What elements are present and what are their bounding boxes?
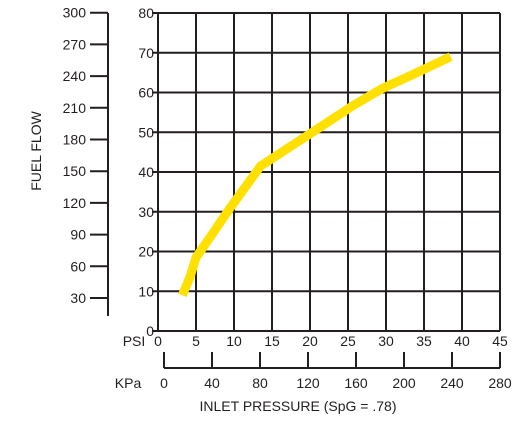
x-tick-label: 20: [302, 333, 318, 349]
x-tick-label: 15: [264, 333, 280, 349]
y-axis-title: FUEL FLOW: [28, 110, 44, 190]
y-tick-label: 0: [146, 323, 154, 339]
y-axis: 0 10 20 30 40 50 60 70 80: [138, 5, 158, 339]
left-axis-tick-label: 150: [63, 163, 87, 179]
kpa-tick-label: 80: [252, 375, 268, 391]
kpa-tick-label: 280: [488, 375, 512, 391]
y-tick-label: 20: [138, 244, 154, 260]
x-tick-label: 35: [416, 333, 432, 349]
kpa-tick-label: 200: [392, 375, 416, 391]
series-layer: [178, 52, 453, 297]
y-tick-label: 60: [138, 85, 154, 101]
y-tick-label: 30: [138, 204, 154, 220]
x-tick-label: 10: [226, 333, 242, 349]
x-tick-label: 45: [492, 333, 508, 349]
left-axis-tick-label: 210: [63, 100, 87, 116]
left-axis-tick-label: 180: [63, 132, 87, 148]
x-tick-label: 40: [454, 333, 470, 349]
fuel-flow-curve: [178, 52, 453, 297]
y-tick-label: 80: [138, 5, 154, 21]
y-tick-label: 70: [138, 45, 154, 61]
x-tick-label: 0: [154, 333, 162, 349]
x-tick-label: 25: [340, 333, 356, 349]
x-tick-label: 30: [378, 333, 394, 349]
left-axis-tick-label: 90: [70, 227, 86, 243]
kpa-tick-label: 240: [440, 375, 464, 391]
left-axis-tick-label: 300: [63, 5, 87, 21]
x-axis-unit-kpa: KPa: [115, 375, 142, 391]
kpa-tick-label: 120: [296, 375, 320, 391]
left-axis-tick-label: 270: [63, 36, 87, 52]
left-axis-tick-label: 30: [70, 290, 86, 306]
left-axis-tick-label: 120: [63, 195, 87, 211]
x-axis-kpa: 0 40 80 120 160 200 240 280 KPa: [115, 352, 512, 391]
left-axis-tick-label: 60: [70, 258, 86, 274]
y-tick-label: 50: [138, 124, 154, 140]
x-tick-label: 5: [192, 333, 200, 349]
grid: [157, 12, 501, 332]
left-axis-tick-label: 240: [63, 68, 87, 84]
x-axis-title: INLET PRESSURE (SpG = .78): [200, 398, 397, 414]
kpa-tick-label: 40: [204, 375, 220, 391]
kpa-tick-label: 160: [344, 375, 368, 391]
kpa-tick-label: 0: [160, 375, 168, 391]
x-axis-unit-psi: PSI: [123, 333, 146, 349]
y-tick-label: 10: [138, 283, 154, 299]
x-axis-psi: PSI 0 5 10 15 20 25 30 35 40 45: [123, 333, 508, 349]
left-fuel-flow-axis: 30 60 90 120 150 180 210 240 270 300: [63, 5, 109, 316]
y-tick-label: 40: [138, 164, 154, 180]
